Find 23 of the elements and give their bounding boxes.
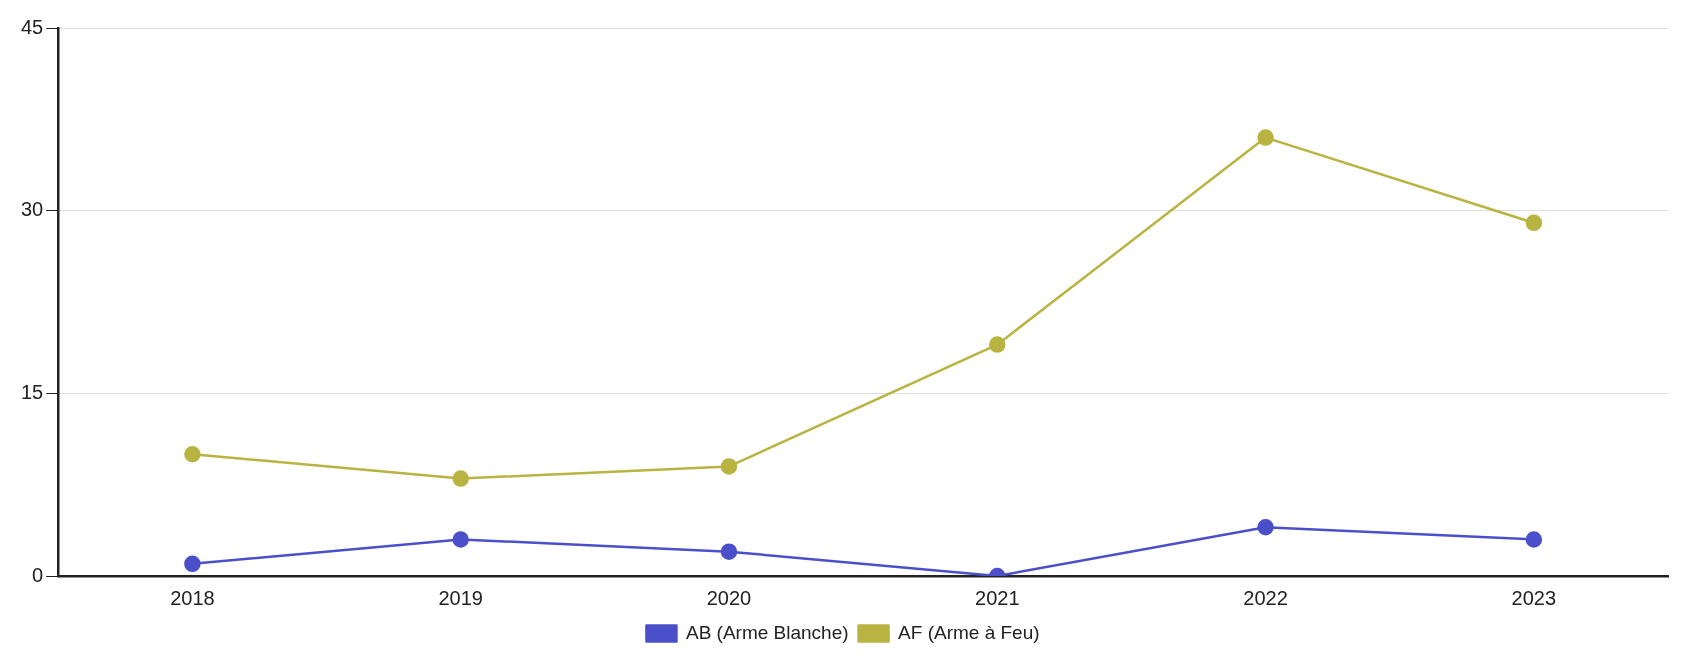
point: [452, 470, 469, 487]
point: [184, 445, 201, 463]
x-tick-label: 2022: [1243, 586, 1288, 609]
x-tick-label: 2018: [170, 586, 215, 609]
point: [720, 458, 738, 475]
point: [1257, 129, 1274, 146]
legend-label: AF (Arme à Feu): [898, 621, 1040, 643]
point: [1525, 214, 1543, 232]
x-tick-label: 2021: [975, 586, 1020, 609]
x-tick-label: 2019: [438, 586, 483, 609]
y-tick-label: 45: [21, 15, 44, 38]
point: [1525, 531, 1543, 548]
point: [184, 555, 201, 573]
point: [720, 543, 738, 560]
point: [989, 336, 1006, 353]
point: [1257, 519, 1274, 536]
x-tick-label: 2020: [706, 586, 752, 609]
y-tick-label: 0: [32, 563, 44, 586]
x-tick-label: 2023: [1511, 586, 1557, 609]
point: [452, 531, 469, 548]
y-tick-label: 30: [21, 198, 44, 221]
legend-label: AB (Arme Blanche): [685, 621, 849, 643]
y-tick-label: 15: [21, 380, 44, 403]
